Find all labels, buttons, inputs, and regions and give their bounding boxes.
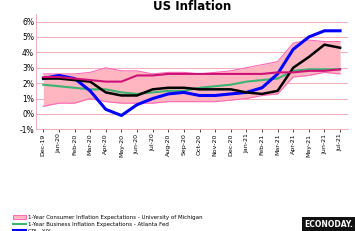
Title: US Inflation: US Inflation: [153, 0, 231, 13]
Text: ECONODAY.: ECONODAY.: [304, 220, 353, 229]
Legend: 1-Year Consumer Inflation Expectations - University of Michigan, 1-Year Business: 1-Year Consumer Inflation Expectations -…: [13, 215, 203, 231]
